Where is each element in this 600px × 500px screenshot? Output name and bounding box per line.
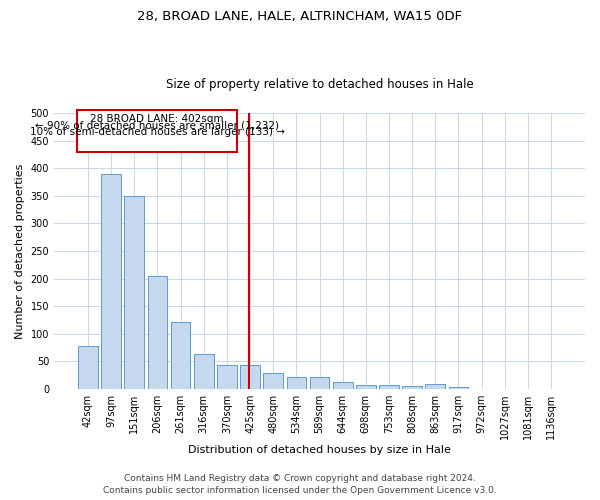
Bar	[472, 388, 491, 389]
Bar	[171, 322, 190, 389]
Text: 10% of semi-detached houses are larger (133) →: 10% of semi-detached houses are larger (…	[29, 127, 284, 137]
Bar	[449, 388, 468, 389]
Y-axis label: Number of detached properties: Number of detached properties	[15, 164, 25, 338]
Bar	[124, 196, 144, 389]
Bar	[148, 276, 167, 389]
Bar	[194, 354, 214, 389]
Bar	[263, 372, 283, 389]
Bar	[78, 346, 98, 389]
Bar	[541, 388, 561, 389]
Text: 28, BROAD LANE, HALE, ALTRINCHAM, WA15 0DF: 28, BROAD LANE, HALE, ALTRINCHAM, WA15 0…	[137, 10, 463, 23]
Bar	[402, 386, 422, 389]
Bar	[333, 382, 353, 389]
Bar	[356, 384, 376, 389]
Bar	[77, 110, 238, 152]
Bar	[287, 377, 306, 389]
Bar	[425, 384, 445, 389]
Title: Size of property relative to detached houses in Hale: Size of property relative to detached ho…	[166, 78, 473, 91]
Bar	[310, 377, 329, 389]
Bar	[518, 388, 538, 389]
Bar	[495, 388, 515, 389]
Text: Contains HM Land Registry data © Crown copyright and database right 2024.
Contai: Contains HM Land Registry data © Crown c…	[103, 474, 497, 495]
Text: ← 90% of detached houses are smaller (1,232): ← 90% of detached houses are smaller (1,…	[35, 120, 279, 130]
Text: 28 BROAD LANE: 402sqm: 28 BROAD LANE: 402sqm	[91, 114, 224, 124]
Bar	[217, 365, 237, 389]
Bar	[240, 365, 260, 389]
Bar	[379, 385, 399, 389]
X-axis label: Distribution of detached houses by size in Hale: Distribution of detached houses by size …	[188, 445, 451, 455]
Bar	[101, 174, 121, 389]
